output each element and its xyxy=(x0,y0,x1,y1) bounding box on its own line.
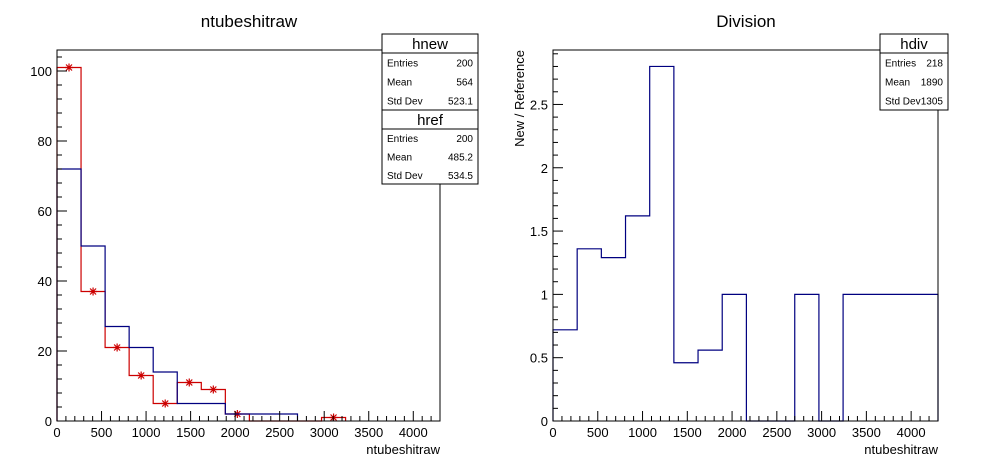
right-pad: Division 0 500 1000 1500 2000 2500 3000 3500 4000… xyxy=(512,12,949,457)
x-tick-label: 1500 xyxy=(673,425,702,440)
x-tick-label: 3500 xyxy=(852,425,881,440)
stats-row-label: Std Dev xyxy=(387,97,423,108)
stats-box-frame xyxy=(879,33,949,111)
series-line-hdiv xyxy=(552,65,939,422)
plot-frame xyxy=(552,49,939,422)
data-point-hnew xyxy=(161,399,170,408)
stats-row-value: 564 xyxy=(456,78,473,89)
y-tick-label: 2.5 xyxy=(530,97,548,112)
x-tick-label: 2500 xyxy=(762,425,791,440)
stats-row-value: 200 xyxy=(456,59,473,70)
y-tick-label: 60 xyxy=(38,204,52,219)
stats-box-title: hnew xyxy=(412,36,448,53)
x-tick-label: 4000 xyxy=(399,425,428,440)
stats-row-label: Mean xyxy=(387,78,412,89)
stats-box-href: href Entries 200 Mean 485.2 Std Dev 534.5 xyxy=(381,109,479,185)
x-tick-label: 0 xyxy=(549,425,556,440)
x-tick-label: 500 xyxy=(91,425,113,440)
stats-row-label: Entries xyxy=(885,59,916,70)
stats-row-label: Entries xyxy=(387,134,418,145)
stats-box-title: href xyxy=(417,112,444,129)
y-tick-label: 0.5 xyxy=(530,351,548,366)
plot-frame xyxy=(56,49,441,422)
stats-box-frame xyxy=(381,109,479,185)
x-tick-label: 1000 xyxy=(628,425,657,440)
data-point-hnew xyxy=(65,63,74,72)
stats-row-value: 200 xyxy=(456,134,473,145)
x-axis-label: ntubeshitraw xyxy=(864,442,938,457)
y-tick-label: 80 xyxy=(38,134,52,149)
y-tick-label: 1.5 xyxy=(530,224,548,239)
chart-title: ntubeshitraw xyxy=(201,12,298,31)
stats-row-value: 523.1 xyxy=(448,97,473,108)
x-tick-label: 2500 xyxy=(265,425,294,440)
y-tick-label: 100 xyxy=(30,64,52,79)
x-tick-label: 500 xyxy=(587,425,609,440)
data-point-hnew xyxy=(209,385,218,394)
stats-row-label: Mean xyxy=(387,153,412,164)
stats-row-label: Std Dev xyxy=(885,97,921,108)
stats-row-value: 485.2 xyxy=(448,153,473,164)
y-axis-label: New / Reference xyxy=(512,50,527,147)
x-tick-label: 0 xyxy=(53,425,60,440)
y-tick-label: 1 xyxy=(541,287,548,302)
x-tick-label: 3500 xyxy=(354,425,383,440)
x-axis-label: ntubeshitraw xyxy=(366,442,440,457)
y-tick-label: 2 xyxy=(541,161,548,176)
x-tick-label: 2000 xyxy=(221,425,250,440)
series-line-href xyxy=(56,168,299,421)
y-tick-label: 20 xyxy=(38,344,52,359)
series-line-hnew xyxy=(56,66,347,422)
stats-row-label: Entries xyxy=(387,59,418,70)
data-point-hnew xyxy=(113,343,122,352)
stats-box-title: hdiv xyxy=(900,36,928,53)
y-tick-label: 0 xyxy=(45,414,52,429)
stats-row-label: Std Dev xyxy=(387,171,423,182)
data-point-hnew xyxy=(89,287,98,296)
x-tick-label: 2000 xyxy=(718,425,747,440)
x-tick-label: 4000 xyxy=(897,425,926,440)
x-tick-label: 1500 xyxy=(176,425,205,440)
data-point-hnew xyxy=(137,371,146,380)
stats-row-value: 1305 xyxy=(921,97,944,108)
x-tick-label: 1000 xyxy=(132,425,161,440)
y-tick-label: 0 xyxy=(541,414,548,429)
data-point-hnew xyxy=(185,378,194,387)
stats-row-value: 1890 xyxy=(921,78,944,89)
stats-row-value: 218 xyxy=(926,59,943,70)
stats-row-label: Mean xyxy=(885,78,910,89)
stats-row-value: 534.5 xyxy=(448,171,473,182)
x-tick-label: 3000 xyxy=(807,425,836,440)
chart-title: Division xyxy=(716,12,776,31)
x-tick-label: 3000 xyxy=(310,425,339,440)
stats-box-frame xyxy=(381,33,479,111)
y-tick-label: 40 xyxy=(38,274,52,289)
stats-box-hnew: hnew Entries 200 Mean 564 Std Dev 523.1 xyxy=(381,33,479,111)
